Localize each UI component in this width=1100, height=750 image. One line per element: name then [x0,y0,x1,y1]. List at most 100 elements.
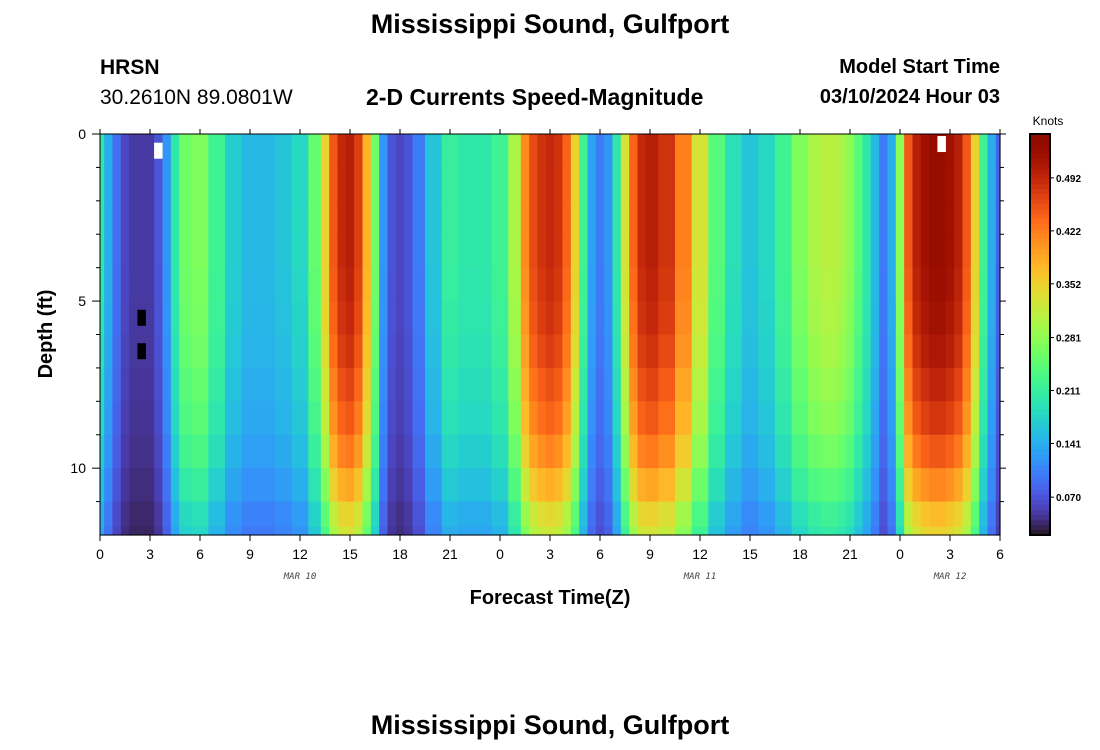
heatmap-cell [604,234,614,269]
heatmap-cell [208,401,226,436]
heatmap-cell [970,200,980,235]
heatmap-cell [920,526,930,536]
heatmap-cell [137,367,147,402]
heatmap-cell [370,367,380,402]
heatmap-cell [225,167,243,202]
heatmap-cell [775,134,793,143]
heatmap-cell [962,267,972,302]
heatmap-cell [987,401,997,436]
heatmap-cell [808,200,822,235]
heatmap-cell [354,134,364,143]
heatmap-cell [191,200,209,235]
heatmap-cell [537,142,547,169]
colorbar-segment [1030,234,1050,240]
heatmap-cell [637,200,647,235]
heatmap-cell [154,501,164,528]
heatmap-cell [170,142,180,169]
heatmap-cell [879,501,889,528]
heatmap-cell [191,167,209,202]
heatmap-cell [870,134,880,143]
heatmap-cell [954,200,964,235]
heatmap-cell [612,200,622,235]
heatmap-cell [145,367,155,402]
heatmap-cell [887,142,897,169]
heatmap-cell [337,134,347,143]
heatmap-cell [604,142,614,169]
colorbar-segment [1030,274,1050,280]
heatmap-cell [691,401,709,436]
colorbar-segment [1030,349,1050,356]
heatmap-cell [604,167,614,202]
heatmap-cell [691,434,709,469]
heatmap-cell [945,401,955,436]
heatmap-cell [491,134,509,143]
colorbar-segment [1030,374,1050,381]
heatmap-cell [387,167,397,202]
heatmap-cell [820,167,830,202]
heatmap-cell [637,501,647,528]
heatmap-cell [508,234,522,269]
heatmap-cell [612,267,622,302]
heatmap-cell [829,334,839,369]
heatmap-cell [379,501,389,528]
heatmap-cell [929,334,939,369]
heatmap-cell [837,468,847,503]
heatmap-cell [962,301,972,336]
heatmap-cell [441,167,459,202]
heatmap-cell [912,501,922,528]
heatmap-cell [137,401,147,436]
heatmap-cell [862,401,872,436]
heatmap-cell [658,301,676,336]
heatmap-cell [170,167,180,202]
heatmap-cell [425,334,443,369]
heatmap-cell [637,134,647,143]
heatmap-cell [120,501,130,528]
heatmap-cell [129,526,139,536]
heatmap-cell [370,167,380,202]
colorbar-segment [1030,279,1050,285]
heatmap-cell [920,301,930,336]
heatmap-cell [425,468,443,503]
heatmap-cell [491,167,509,202]
heatmap-cell [170,134,180,143]
heatmap-cell [458,334,476,369]
heatmap-cell [137,167,147,202]
heatmap-cell [537,468,547,503]
x-tick-label: 0 [896,546,904,562]
heatmap-cell [225,501,243,528]
heatmap-cell [708,401,726,436]
heatmap-cell [962,367,972,402]
heatmap-cell [145,526,155,536]
heatmap-cell [508,167,522,202]
heatmap-cell [104,526,114,536]
heatmap-cell [129,142,139,169]
heatmap-cell [162,501,172,528]
heatmap-cell [995,267,1001,302]
heatmap-cell [962,134,972,143]
heatmap-cell [929,401,939,436]
heatmap-cell [362,367,372,402]
heatmap-cell [725,367,743,402]
heatmap-cell [937,167,947,202]
heatmap-cell [362,301,372,336]
heatmap-cell [104,142,114,169]
heatmap-cell [545,434,555,469]
heatmap-cell [320,367,330,402]
heatmap-cell [354,367,364,402]
heatmap-cell [387,434,397,469]
heatmap-cell [970,501,980,528]
heatmap-cell [725,134,743,143]
heatmap-cell [820,468,830,503]
heatmap-cell [379,301,389,336]
heatmap-cell [258,167,276,202]
heatmap-cell [537,334,547,369]
heatmap-cell [870,200,880,235]
heatmap-cell [954,434,964,469]
colorbar-tick-label: 0.352 [1056,280,1081,291]
heatmap-cell [545,501,555,528]
heatmap-cell [129,200,139,235]
heatmap-cell [725,142,743,169]
heatmap-cells [100,134,1001,536]
heatmap-cell [675,134,693,143]
heatmap-cell [675,267,693,302]
